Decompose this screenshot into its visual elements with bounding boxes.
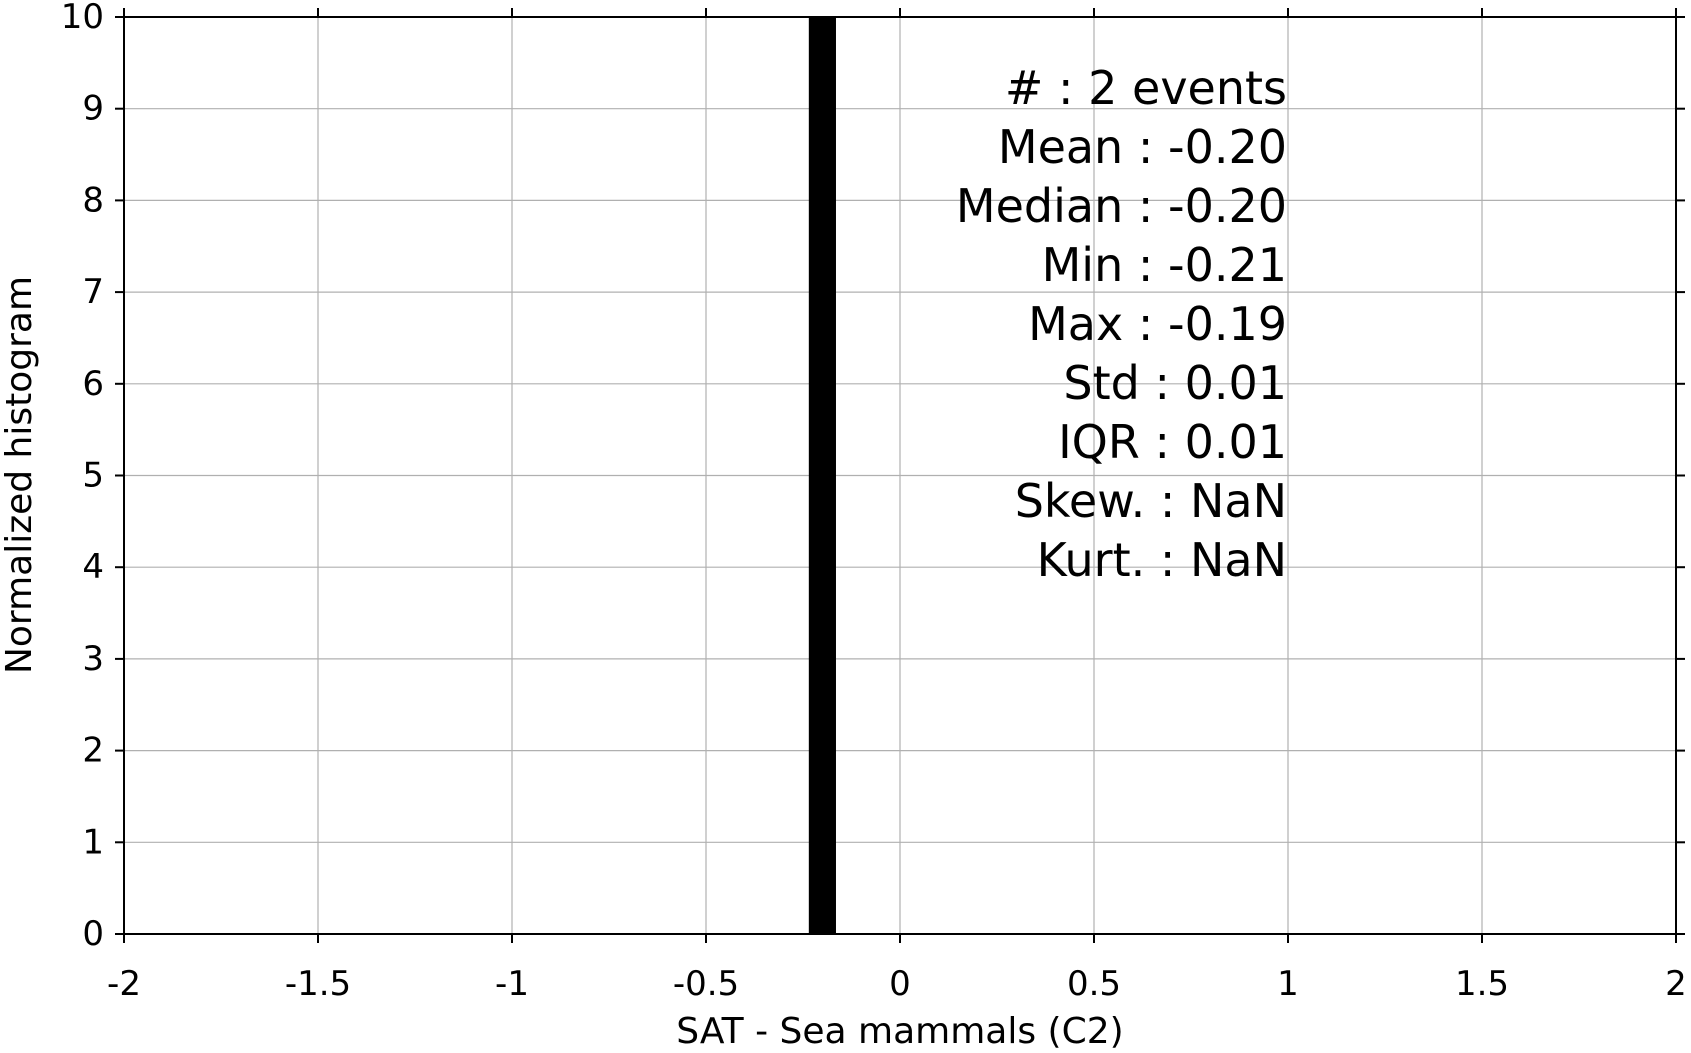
stat-line: Kurt. : NaN: [1037, 533, 1287, 587]
stat-label: Max: [1028, 297, 1123, 351]
stat-value: -0.20: [1168, 120, 1287, 174]
stat-separator: :: [1123, 179, 1168, 233]
stat-label: Min: [1042, 238, 1124, 292]
stat-line: Max : -0.19: [1028, 297, 1287, 351]
stat-line: Min : -0.21: [1042, 238, 1287, 292]
stat-separator: :: [1043, 61, 1088, 115]
y-tick-label: 8: [82, 180, 104, 220]
y-tick-label: 2: [82, 731, 104, 771]
stat-separator: :: [1140, 415, 1185, 469]
stat-label: Kurt.: [1037, 533, 1146, 587]
stat-label: IQR: [1058, 415, 1140, 469]
stat-value: 2 events: [1088, 61, 1287, 115]
stat-separator: :: [1123, 297, 1168, 351]
x-tick-label: -1: [495, 964, 529, 1004]
stat-label: Median: [956, 179, 1123, 233]
x-tick-label: -0.5: [673, 964, 739, 1004]
histogram-bars: [808, 17, 836, 934]
stat-separator: :: [1145, 474, 1190, 528]
y-axis-title: Normalized histogram: [0, 276, 40, 674]
x-tick-label: 1.5: [1455, 964, 1509, 1004]
stat-line: Mean : -0.20: [998, 120, 1287, 174]
stat-value: 0.01: [1185, 415, 1287, 469]
x-tick-label: -1.5: [285, 964, 351, 1004]
stat-label: Std: [1063, 356, 1139, 410]
stat-value: 0.01: [1185, 356, 1287, 410]
stat-label: Skew.: [1015, 474, 1146, 528]
y-tick-label: 10: [61, 0, 104, 37]
stat-line: Skew. : NaN: [1015, 474, 1287, 528]
x-tick-labels: -2 -1.5 -1 -0.5 0 0.5 1 1.5 2: [107, 964, 1687, 1004]
x-tick-label: 0: [889, 964, 911, 1004]
stat-value: -0.21: [1168, 238, 1287, 292]
x-axis-title: SAT - Sea mammals (C2): [676, 1011, 1123, 1052]
stat-label: Mean: [998, 120, 1123, 174]
grid-lines: [123, 16, 1677, 935]
y-tick-label: 0: [82, 914, 104, 954]
y-tick-label: 5: [82, 456, 104, 496]
y-tick-labels: 0 1 2 3 4 5 6 7 8 9 10: [61, 0, 104, 954]
stat-label: #: [1005, 61, 1044, 115]
stat-value: NaN: [1190, 474, 1287, 528]
stat-value: NaN: [1190, 533, 1287, 587]
stat-value: -0.19: [1168, 297, 1287, 351]
y-tick-label: 3: [82, 639, 104, 679]
stat-line: IQR : 0.01: [1058, 415, 1287, 469]
y-tick-label: 6: [82, 364, 104, 404]
stat-separator: :: [1140, 356, 1185, 410]
y-tick-label: 9: [82, 89, 104, 129]
y-tick-label: 7: [82, 272, 104, 312]
axis-ticks: [115, 8, 1685, 943]
stat-line: # : 2 events: [1005, 61, 1287, 115]
x-tick-label: 1: [1277, 964, 1299, 1004]
histogram-bar: [808, 17, 836, 934]
stat-separator: :: [1123, 120, 1168, 174]
stat-separator: :: [1145, 533, 1190, 587]
y-tick-label: 4: [82, 547, 104, 587]
x-tick-label: 2: [1665, 964, 1687, 1004]
stat-value: -0.20: [1168, 179, 1287, 233]
x-tick-label: -2: [107, 964, 141, 1004]
stat-line: Std : 0.01: [1063, 356, 1287, 410]
stat-line: Median : -0.20: [956, 179, 1287, 233]
y-tick-label: 1: [82, 822, 104, 862]
x-tick-label: 0.5: [1067, 964, 1121, 1004]
stat-separator: :: [1123, 238, 1168, 292]
